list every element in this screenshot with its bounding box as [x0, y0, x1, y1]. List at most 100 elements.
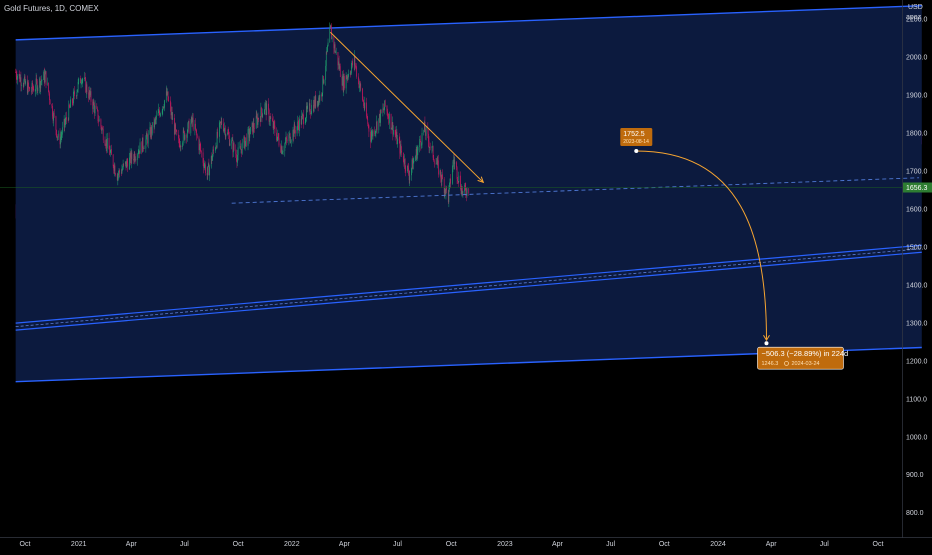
- candle-body: [256, 115, 258, 118]
- x-tick-label: Apr: [552, 541, 564, 548]
- candle-body: [134, 159, 136, 161]
- candle-body: [401, 150, 402, 153]
- candle-body: [182, 130, 184, 143]
- candle-body: [322, 76, 324, 84]
- candle-body: [178, 138, 180, 143]
- candle-body: [89, 90, 91, 96]
- candle-body: [302, 114, 304, 116]
- candle-body: [433, 160, 435, 164]
- candle-body: [346, 76, 348, 80]
- candle-body: [366, 102, 367, 117]
- candle-body: [367, 119, 369, 125]
- candle-body: [423, 129, 425, 134]
- candle-body: [425, 127, 427, 136]
- candle-body: [198, 137, 200, 151]
- candle-body: [276, 136, 278, 141]
- symbol-title[interactable]: Gold Futures, 1D, COMEX: [4, 4, 99, 13]
- candle-body: [444, 189, 446, 194]
- candle-body: [249, 134, 251, 138]
- support-line-lower: [15, 251, 922, 331]
- candle-body: [35, 89, 36, 92]
- candle-body: [131, 152, 133, 159]
- candle-body: [394, 129, 396, 135]
- candle-body: [53, 112, 55, 117]
- candle-body: [402, 152, 404, 162]
- projection-start-date: 2023-08-14: [623, 139, 649, 145]
- x-tick-label: 2024: [710, 541, 726, 548]
- candle-body: [36, 81, 38, 92]
- candle-body: [277, 133, 279, 137]
- candle-body: [438, 160, 439, 175]
- candle-body: [420, 141, 422, 146]
- candle-body: [416, 148, 418, 159]
- candle-body: [139, 150, 140, 154]
- candle-body: [282, 151, 283, 154]
- candle-body: [25, 81, 26, 84]
- candle-body: [118, 170, 120, 174]
- candle-body: [272, 121, 274, 129]
- candle-body: [303, 114, 304, 125]
- candle-body: [27, 82, 29, 94]
- candle-body: [113, 165, 115, 171]
- candle-body: [338, 61, 340, 69]
- candle-body: [313, 99, 315, 112]
- candle-body: [31, 82, 33, 92]
- candle-body: [186, 131, 188, 138]
- candle-body: [98, 121, 99, 122]
- candle-body: [166, 91, 168, 95]
- candle-body: [261, 113, 263, 118]
- candle-body: [386, 105, 388, 112]
- support-line-mid: [15, 248, 922, 328]
- x-tick-label: Oct: [659, 541, 670, 548]
- candle-body: [429, 147, 430, 148]
- candle-body: [51, 104, 53, 106]
- candle-body: [84, 77, 86, 79]
- candle-body: [453, 159, 455, 164]
- candle-body: [348, 73, 349, 78]
- candle-body: [85, 84, 87, 93]
- y-tick-label: 1700.0: [906, 168, 928, 175]
- candle-body: [102, 128, 104, 141]
- candle-body: [125, 161, 126, 164]
- candle-body: [240, 146, 241, 150]
- candle-body: [309, 103, 311, 114]
- candle-body: [294, 124, 296, 131]
- candle-body: [68, 104, 70, 120]
- candle-body: [440, 178, 442, 182]
- candle-body: [24, 76, 26, 84]
- candle-body: [396, 131, 398, 145]
- candle-body: [90, 91, 92, 102]
- candle-body: [97, 108, 98, 111]
- candle-body: [398, 138, 400, 142]
- candle-body: [374, 131, 376, 135]
- candle-body: [32, 82, 33, 89]
- candle-body: [257, 117, 258, 125]
- candle-body: [184, 131, 185, 140]
- candle-body: [408, 167, 409, 175]
- candle-body: [285, 141, 286, 144]
- candle-body: [363, 105, 365, 109]
- candle-body: [248, 129, 250, 138]
- candle-body: [465, 188, 467, 194]
- candle-body: [120, 172, 122, 174]
- candle-body: [355, 65, 356, 67]
- candle-body: [392, 122, 394, 135]
- last-price-badge: [903, 182, 932, 193]
- candle-body: [366, 116, 368, 120]
- candle-body: [60, 135, 62, 137]
- candle-body: [97, 110, 99, 122]
- candle-body: [334, 44, 336, 53]
- candle-body: [188, 121, 190, 134]
- candle-body: [81, 82, 82, 84]
- candle-body: [440, 170, 442, 179]
- candle-body: [315, 96, 317, 107]
- candle-body: [428, 133, 429, 142]
- candle-body: [270, 117, 272, 119]
- candle-body: [425, 131, 426, 136]
- candle-body: [139, 142, 141, 154]
- candle-body: [43, 71, 45, 80]
- candle-body: [137, 153, 139, 155]
- candle-body: [115, 173, 116, 175]
